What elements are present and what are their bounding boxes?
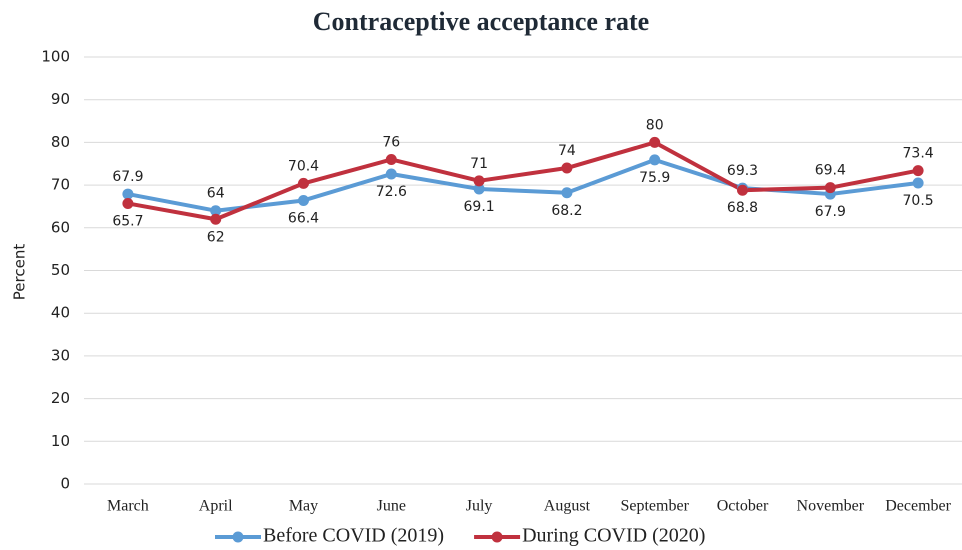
data-label: 62 — [207, 229, 225, 245]
point — [561, 187, 573, 199]
data-label: 75.9 — [639, 170, 670, 186]
x-tick-label: September — [620, 498, 689, 515]
y-tick-label: 10 — [51, 432, 70, 450]
data-label: 64 — [207, 186, 225, 202]
series-line — [127, 157, 919, 213]
x-tick-label: April — [199, 498, 233, 515]
point — [473, 183, 485, 195]
data-label: 73.4 — [903, 146, 934, 162]
legend-marker — [232, 531, 244, 543]
data-label: 71 — [470, 156, 488, 172]
legend-label: During COVID (2020) — [522, 525, 705, 547]
series-line — [127, 140, 919, 222]
y-tick-label: 20 — [51, 389, 70, 407]
data-label: 66.4 — [288, 210, 319, 226]
data-label: 69.1 — [464, 199, 495, 215]
x-tick-label: June — [377, 498, 406, 515]
x-tick-label: July — [466, 498, 493, 515]
y-tick-label: 80 — [51, 133, 70, 151]
data-label: 69.3 — [727, 163, 758, 179]
y-tick-label: 100 — [41, 48, 70, 66]
point — [122, 188, 134, 200]
point — [912, 177, 924, 189]
y-tick-label: 0 — [60, 475, 70, 493]
y-tick-label: 60 — [51, 218, 70, 236]
x-tick-label: March — [107, 498, 149, 515]
data-label: 68.2 — [551, 203, 582, 219]
data-label: 74 — [558, 143, 576, 159]
point — [210, 213, 222, 225]
y-tick-label: 90 — [51, 90, 70, 108]
point — [385, 153, 397, 165]
point — [912, 165, 924, 177]
x-tick-label: August — [544, 498, 591, 515]
y-axis-title: Percent — [11, 244, 29, 301]
data-label: 80 — [646, 117, 664, 133]
point — [561, 162, 573, 174]
legend-label: Before COVID (2019) — [263, 525, 444, 547]
chart-title: Contraceptive acceptance rate — [313, 7, 649, 36]
data-label: 68.8 — [727, 200, 758, 216]
x-tick-label: December — [885, 498, 951, 515]
point — [473, 175, 485, 187]
data-label: 72.6 — [376, 184, 407, 200]
point — [298, 194, 309, 206]
y-tick-label: 50 — [51, 261, 70, 279]
point — [122, 197, 134, 209]
point — [385, 168, 397, 180]
data-label: 67.9 — [112, 169, 143, 185]
y-tick-label: 40 — [51, 304, 70, 322]
x-tick-label: October — [717, 498, 769, 515]
data-label: 67.9 — [815, 204, 846, 220]
point — [649, 136, 661, 148]
data-label: 76 — [382, 134, 400, 150]
point — [210, 205, 222, 217]
point — [649, 154, 661, 166]
data-label: 70.4 — [288, 158, 319, 174]
point — [737, 184, 748, 196]
point — [298, 177, 309, 189]
y-tick-label: 30 — [51, 346, 70, 364]
y-tick-label: 70 — [51, 176, 70, 194]
x-tick-label: May — [289, 498, 318, 515]
data-label: 70.5 — [903, 193, 934, 209]
legend-marker — [491, 531, 503, 543]
data-label: 65.7 — [112, 213, 143, 229]
x-tick-label: November — [797, 498, 865, 515]
data-label: 69.4 — [815, 163, 846, 179]
point — [824, 182, 836, 194]
